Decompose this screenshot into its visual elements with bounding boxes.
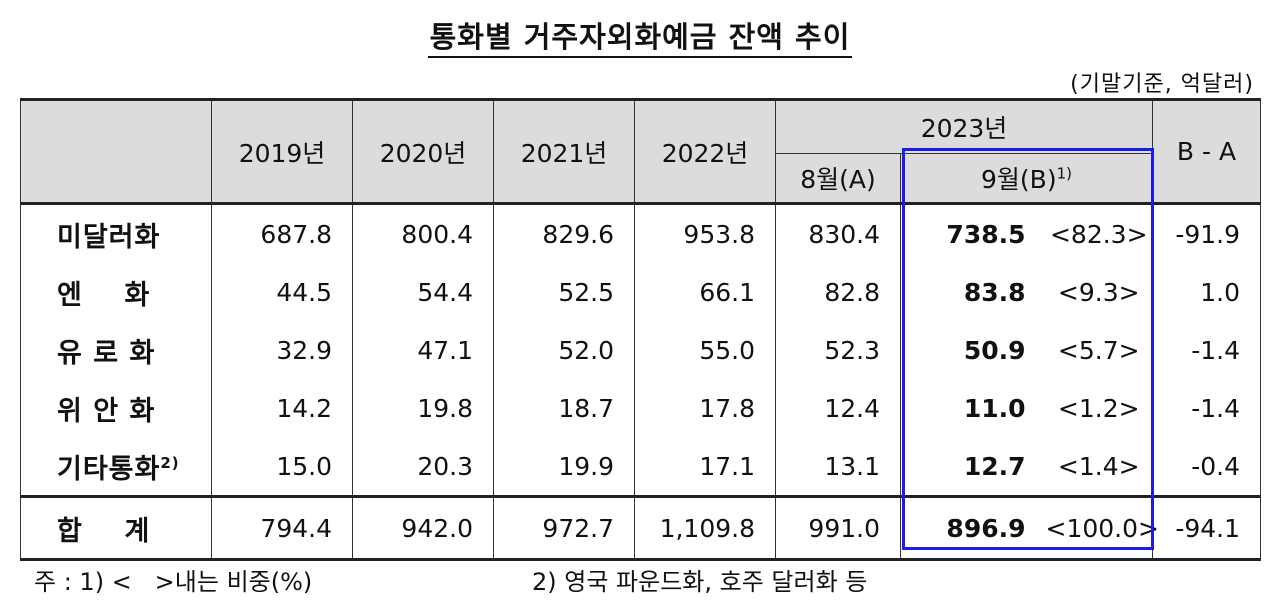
cell-2021: 19.9 — [493, 437, 635, 497]
cell-share: <9.3> — [1045, 263, 1154, 321]
header-2019: 2019년 — [211, 98, 353, 205]
table-row: 엔 화 44.5 54.4 52.5 66.1 82.8 83.8 <9.3> … — [20, 263, 1262, 321]
cell-2020: 47.1 — [352, 321, 494, 379]
cell-2022: 66.1 — [634, 263, 776, 321]
cell-share: <5.7> — [1045, 321, 1154, 379]
footnote-1: 주 : 1) < >내는 비중(%) — [34, 568, 313, 596]
cell-share: <82.3> — [1045, 203, 1154, 263]
cell-2021: 18.7 — [493, 379, 635, 437]
header-2023: 2023년 — [774, 98, 1154, 154]
cell-diff: -1.4 — [1152, 379, 1262, 437]
table-row: 유 로 화 32.9 47.1 52.0 55.0 52.3 50.9 <5.7… — [20, 321, 1262, 379]
cell-2020: 19.8 — [352, 379, 494, 437]
cell-share: <1.4> — [1045, 437, 1154, 497]
header-aug: 8월(A) — [775, 153, 901, 205]
header-2022: 2022년 — [634, 98, 776, 205]
cell-sep: 738.5 — [900, 203, 1046, 263]
cell-2019: 44.5 — [211, 263, 353, 321]
cell-aug: 12.4 — [775, 379, 901, 437]
cell-2022: 953.8 — [634, 203, 776, 263]
cell-2019: 15.0 — [211, 437, 353, 497]
row-label: 미달러화 — [20, 203, 212, 263]
cell-2022: 17.8 — [634, 379, 776, 437]
table-row: 미달러화 687.8 800.4 829.6 953.8 830.4 738.5… — [20, 203, 1262, 263]
cell-2020: 942.0 — [352, 495, 494, 561]
cell-sep: 896.9 — [900, 495, 1046, 561]
cell-diff: 1.0 — [1152, 263, 1262, 321]
cell-sep: 50.9 — [900, 321, 1046, 379]
cell-2019: 687.8 — [211, 203, 353, 263]
cell-sep: 11.0 — [900, 379, 1046, 437]
cell-2019: 32.9 — [211, 321, 353, 379]
footnotes: 주 : 1) < >내는 비중(%) 2) 영국 파운드화, 호주 달러화 등 — [20, 562, 1260, 596]
cell-2020: 54.4 — [352, 263, 494, 321]
cell-aug: 830.4 — [775, 203, 901, 263]
total-label: 합 계 — [20, 495, 212, 561]
row-label: 기타통화2) — [20, 437, 212, 497]
cell-2022: 1,109.8 — [634, 495, 776, 561]
cell-2021: 972.7 — [493, 495, 635, 561]
cell-sep: 12.7 — [900, 437, 1046, 497]
cell-aug: 13.1 — [775, 437, 901, 497]
header-2021: 2021년 — [493, 98, 635, 205]
cell-diff: -91.9 — [1152, 203, 1262, 263]
cell-share: <100.0> — [1045, 495, 1159, 561]
cell-2022: 55.0 — [634, 321, 776, 379]
cell-sep: 83.8 — [900, 263, 1046, 321]
cell-diff: -1.4 — [1152, 321, 1262, 379]
header-2020: 2020년 — [352, 98, 494, 205]
row-label: 유 로 화 — [20, 321, 212, 379]
table-row: 위 안 화 14.2 19.8 18.7 17.8 12.4 11.0 <1.2… — [20, 379, 1262, 437]
table-title: 통화별 거주자외화예금 잔액 추이 — [0, 14, 1280, 58]
total-row: 합 계 794.4 942.0 972.7 1,109.8 991.0 896.… — [20, 495, 1262, 561]
cell-2022: 17.1 — [634, 437, 776, 497]
header-sep: 9월(B)1) — [899, 153, 1154, 205]
cell-2021: 52.5 — [493, 263, 635, 321]
header-diff: B - A — [1152, 98, 1262, 205]
cell-2019: 14.2 — [211, 379, 353, 437]
row-label: 위 안 화 — [20, 379, 212, 437]
cell-diff: -0.4 — [1152, 437, 1262, 497]
deposit-balance-table: 2019년 2020년 2021년 2022년 2023년 B - A 8월(A… — [20, 98, 1262, 561]
cell-aug: 991.0 — [775, 495, 901, 561]
cell-2021: 829.6 — [493, 203, 635, 263]
unit-label: (기말기준, 억달러) — [1070, 72, 1254, 97]
table-row: 기타통화2) 15.0 20.3 19.9 17.1 13.1 12.7 <1.… — [20, 437, 1262, 497]
cell-share: <1.2> — [1045, 379, 1154, 437]
cell-diff: -94.1 — [1152, 495, 1262, 561]
cell-aug: 82.8 — [775, 263, 901, 321]
row-label: 엔 화 — [20, 263, 212, 321]
cell-aug: 52.3 — [775, 321, 901, 379]
footnote-2: 2) 영국 파운드화, 호주 달러화 등 — [532, 568, 868, 596]
cell-2020: 800.4 — [352, 203, 494, 263]
cell-2019: 794.4 — [211, 495, 353, 561]
header-blank — [20, 98, 212, 205]
cell-2021: 52.0 — [493, 321, 635, 379]
cell-2020: 20.3 — [352, 437, 494, 497]
